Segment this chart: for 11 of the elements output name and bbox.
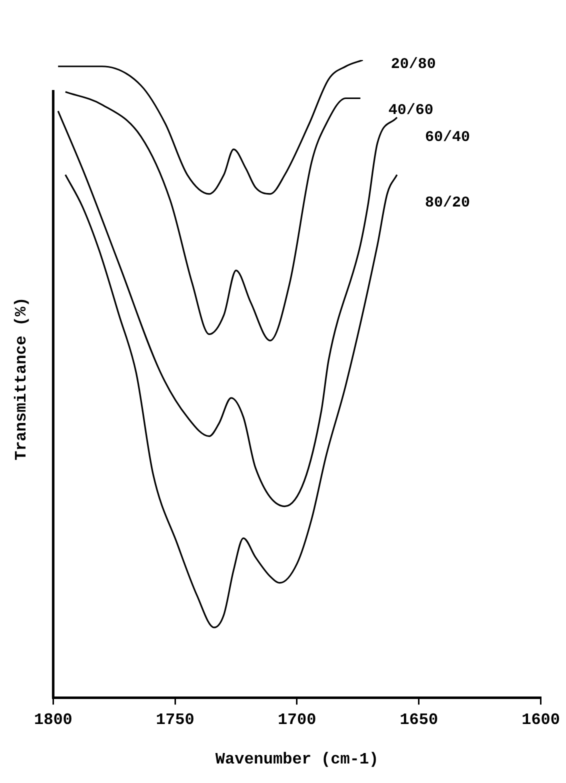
x-tick-label: 1650 <box>400 711 438 730</box>
series-label: 40/60 <box>388 102 434 120</box>
x-tick-label: 1750 <box>156 711 194 730</box>
y-axis-title: Transmittance (%) <box>12 297 31 460</box>
x-tick-label: 1600 <box>522 711 560 730</box>
x-tick-label: 1700 <box>278 711 316 730</box>
x-axis-title: Wavenumber (cm-1) <box>215 750 379 768</box>
series-label: 20/80 <box>390 56 436 73</box>
x-tick-label: 1800 <box>34 711 72 730</box>
text: 60/40 <box>424 129 470 146</box>
text: 80/20 <box>424 194 470 212</box>
